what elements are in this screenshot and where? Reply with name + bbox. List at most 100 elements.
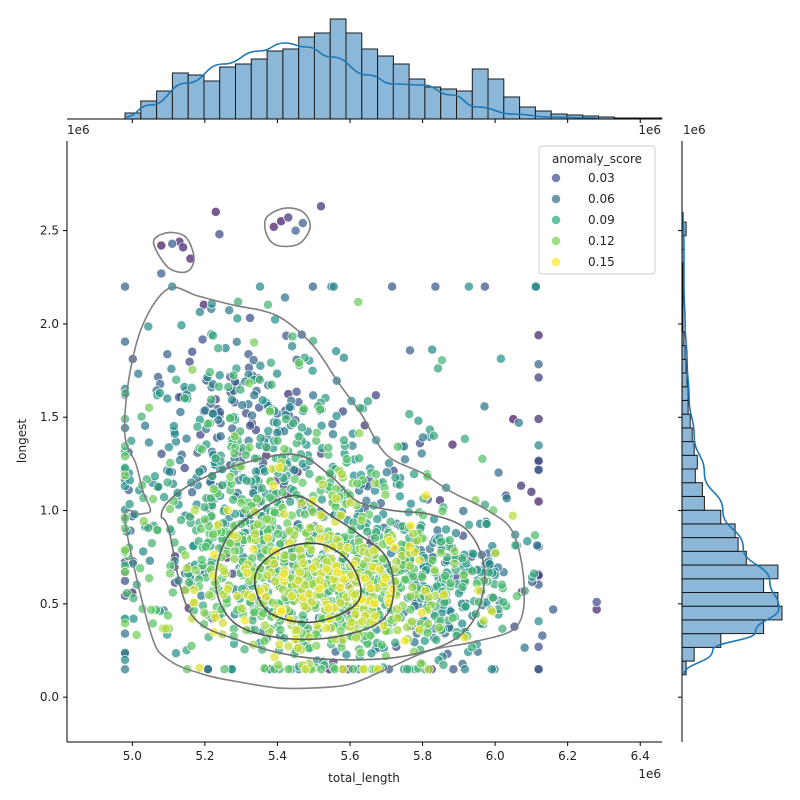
scatter-point — [519, 642, 530, 653]
scatter-point — [316, 664, 327, 675]
scatter-point — [351, 632, 362, 643]
scatter-point — [385, 516, 396, 527]
scatter-point — [427, 555, 438, 566]
scatter-point — [327, 419, 338, 430]
x-offset-label: 1e6 — [638, 123, 661, 137]
scatter-point — [186, 640, 197, 651]
scatter-point — [266, 379, 277, 390]
scatter-point — [405, 591, 416, 602]
y-tick-label: 2.0 — [40, 317, 59, 331]
scatter-point — [316, 494, 327, 505]
y-offset-label: 1e6 — [67, 123, 90, 137]
scatter-point — [223, 505, 233, 516]
scatter-point — [493, 467, 504, 478]
scatter-point — [266, 357, 276, 368]
scatter-point — [447, 612, 458, 623]
scatter-point — [509, 621, 520, 632]
scatter-point — [225, 471, 236, 482]
legend-marker — [551, 236, 561, 246]
scatter-point — [532, 540, 543, 551]
scatter-point — [335, 626, 346, 636]
scatter-point — [187, 364, 198, 375]
scatter-point — [335, 582, 346, 593]
scatter-point — [187, 487, 198, 498]
scatter-point — [194, 307, 205, 317]
scatter-point — [255, 281, 265, 292]
scatter-point — [338, 352, 349, 363]
scatter-point — [212, 519, 223, 530]
y-tick-label: 0.5 — [40, 597, 59, 611]
scatter-point — [237, 603, 248, 614]
scatter-point — [316, 420, 327, 431]
scatter-point — [229, 431, 240, 442]
scatter-point — [297, 218, 308, 229]
scatter-point — [180, 550, 191, 561]
scatter-point — [402, 664, 413, 675]
x-hist-bar — [313, 32, 331, 120]
scatter-point — [179, 463, 190, 473]
scatter-point — [533, 359, 544, 370]
scatter-point — [133, 368, 144, 379]
scatter-point — [187, 613, 198, 624]
scatter-point — [284, 525, 295, 536]
scatter-point — [331, 411, 342, 421]
scatter-point — [437, 506, 448, 517]
x-hist-bar — [471, 68, 489, 120]
scatter-point — [274, 639, 285, 650]
scatter-point — [121, 588, 132, 599]
scatter-point — [175, 407, 186, 417]
scatter-point — [199, 619, 209, 630]
scatter-point — [131, 630, 142, 640]
scatter-point — [160, 623, 171, 634]
scatter-point — [496, 579, 507, 590]
scatter-point — [387, 281, 398, 292]
x-hist-bar — [424, 86, 442, 120]
x-hist-bar — [266, 50, 284, 120]
scatter-point — [232, 590, 243, 601]
x-tick-label: 5.6 — [340, 749, 359, 763]
scatter-point — [413, 415, 424, 426]
scatter-point — [372, 514, 383, 525]
scatter-point — [178, 242, 189, 253]
scatter-point — [370, 610, 381, 621]
scatter-point — [439, 589, 449, 600]
scatter-point — [138, 546, 149, 557]
scatter-point — [247, 592, 258, 603]
scatter-point — [438, 660, 449, 670]
scatter-point — [171, 648, 181, 659]
scatter-point — [331, 346, 342, 357]
scatter-point — [467, 566, 478, 577]
scatter-point — [166, 363, 177, 374]
scatter-point — [342, 542, 353, 553]
scatter-point — [284, 402, 295, 413]
y-hist-bar — [681, 358, 687, 374]
scatter-point — [371, 469, 382, 480]
scatter-point — [277, 487, 288, 498]
scatter-point — [272, 417, 282, 428]
scatter-point — [321, 623, 332, 634]
scatter-point — [197, 444, 207, 455]
scatter-point — [311, 640, 322, 651]
scatter-point — [296, 498, 307, 509]
scatter-point — [214, 370, 225, 381]
y-hist-bar — [681, 592, 779, 607]
scatter-point — [365, 630, 376, 641]
scatter-point — [240, 505, 251, 515]
scatter-point — [225, 413, 236, 424]
scatter-point — [417, 572, 428, 583]
scatter-point — [207, 408, 218, 419]
scatter-point — [353, 297, 364, 307]
x-hist-bar — [235, 63, 252, 120]
scatter-point — [376, 639, 387, 650]
scatter-point — [380, 573, 391, 584]
scatter-point — [421, 490, 432, 501]
scatter-point — [244, 378, 255, 389]
scatter-point — [399, 635, 410, 646]
scatter-point — [287, 591, 298, 602]
scatter-point — [283, 641, 294, 652]
scatter-point — [200, 541, 211, 552]
kde-contours — [123, 207, 526, 690]
scatter-point — [162, 393, 173, 404]
scatter-point — [348, 559, 359, 570]
scatter-point — [449, 546, 460, 557]
